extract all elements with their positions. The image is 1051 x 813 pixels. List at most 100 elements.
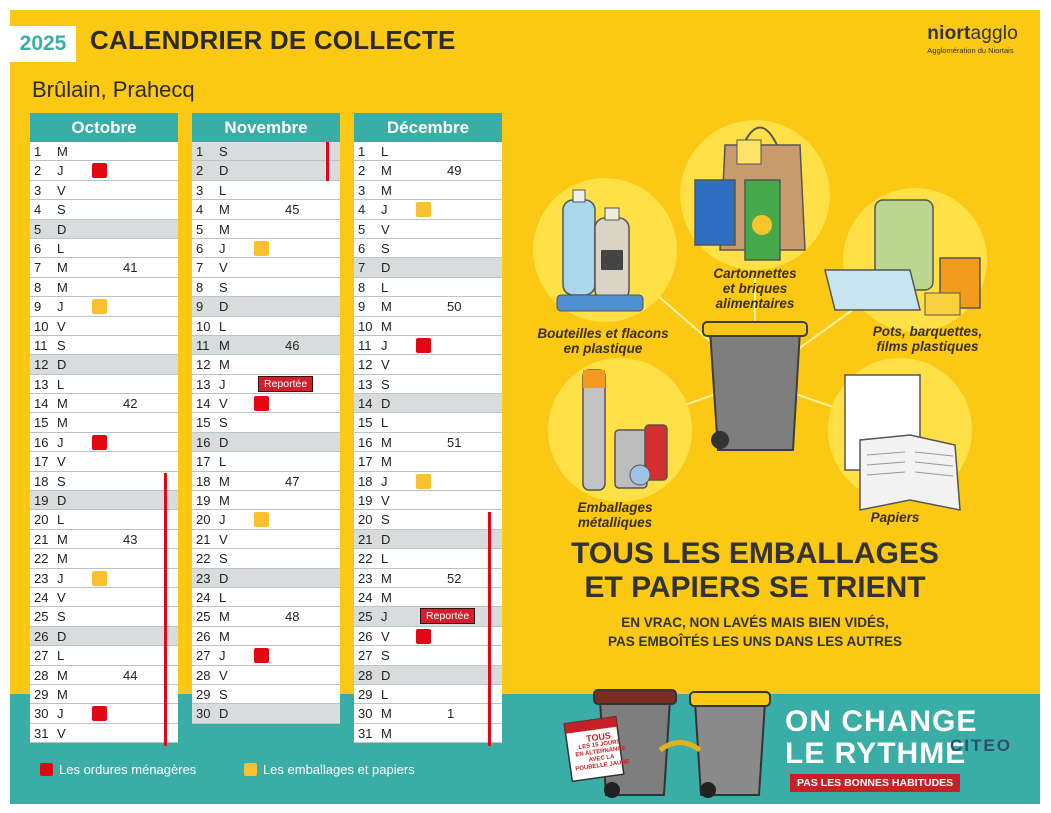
ordures-collection-icon <box>416 628 431 644</box>
day-letter: J <box>57 706 64 722</box>
caption-line: Bouteilles et flacons <box>537 326 669 341</box>
day-row: 30 J <box>30 704 178 724</box>
day-letter: M <box>57 667 68 683</box>
day-number: 5 <box>196 221 204 237</box>
day-number: 24 <box>358 589 373 605</box>
day-row: 12 M <box>192 355 340 375</box>
day-letter: V <box>57 318 66 334</box>
day-letter: V <box>381 357 390 373</box>
day-letter: V <box>219 260 228 276</box>
day-letter: J <box>57 434 64 450</box>
day-letter: L <box>381 279 389 295</box>
day-row: 16 D <box>192 432 340 453</box>
day-letter: V <box>57 725 66 741</box>
day-letter: D <box>381 667 391 683</box>
day-letter: V <box>381 493 390 509</box>
day-letter: S <box>57 473 66 489</box>
day-number: 1 <box>358 144 366 159</box>
day-list: 1 L 2 M 49 3 M 4 J 5 V 6 S 7 D 8 L 9 M 50 10 M 11 J 12 V 13 S 14 D 15 L… <box>354 142 502 744</box>
legend-item-emballages: Les emballages et papiers <box>243 762 415 777</box>
logo-word-2: agglo <box>970 23 1018 44</box>
day-number: 29 <box>358 686 373 702</box>
day-letter: M <box>381 182 392 198</box>
day-number: 29 <box>196 686 211 702</box>
day-letter: M <box>219 493 230 509</box>
day-number: 7 <box>34 260 42 276</box>
legend-label: Les emballages et papiers <box>262 762 415 777</box>
day-row: 7 M 41 <box>30 258 178 278</box>
day-number: 8 <box>196 279 204 295</box>
day-number: 5 <box>358 221 366 237</box>
day-row: 31 V <box>30 724 178 744</box>
day-number: 20 <box>358 512 373 528</box>
day-row: 15 S <box>192 413 340 433</box>
day-letter: M <box>381 589 392 605</box>
day-letter: J <box>57 163 64 179</box>
day-number: 12 <box>196 357 211 373</box>
day-letter: L <box>57 376 65 392</box>
week-number: 52 <box>447 570 462 586</box>
collection-note: COLLECTE TOUS LES 15 JOURS EN ALTERNANCE… <box>567 721 633 774</box>
ordures-collection-icon <box>254 648 269 664</box>
day-number: 19 <box>34 493 49 509</box>
day-number: 20 <box>34 512 49 528</box>
place-name: Brûlain, Prahecq <box>32 77 195 102</box>
day-row: 28 D <box>354 665 502 685</box>
legend: Les ordures ménagères Les emballages et … <box>40 762 459 777</box>
day-letter: S <box>381 376 390 392</box>
day-row: 15 L <box>354 413 502 433</box>
week-number: 51 <box>447 434 462 450</box>
day-row: 24 M <box>354 588 502 608</box>
ordures-collection-icon <box>254 396 269 412</box>
day-row: 11 M 46 <box>192 335 340 356</box>
emballages-collection-icon <box>92 299 107 315</box>
postponed-badge: Reportée <box>258 375 314 392</box>
logo-word-1: niort <box>927 23 971 44</box>
day-row: 17 L <box>192 452 340 472</box>
day-number: 15 <box>196 415 211 431</box>
day-number: 30 <box>34 706 49 722</box>
day-row: 9 M 50 <box>354 297 502 317</box>
day-letter: M <box>381 454 392 470</box>
day-number: 3 <box>196 182 204 198</box>
niortagglo-logo: niortagglo Agglomération du Niortais <box>927 23 1018 55</box>
day-row: 26 D <box>30 626 178 647</box>
day-row: 26 M <box>192 627 340 647</box>
day-row: 17 M <box>354 452 502 472</box>
day-row: 18 M 47 <box>192 472 340 492</box>
week-number: 50 <box>447 299 462 315</box>
day-row: 27 S <box>354 646 502 666</box>
day-letter: S <box>381 512 390 528</box>
day-row: 21 M 43 <box>30 530 178 550</box>
day-row: 13 J Reportée <box>192 375 340 395</box>
day-number: 31 <box>358 725 373 741</box>
day-row: 22 M <box>30 549 178 569</box>
day-number: 14 <box>358 396 373 412</box>
day-number: 23 <box>196 570 211 586</box>
day-number: 8 <box>358 279 366 295</box>
day-number: 30 <box>358 706 373 722</box>
day-number: 1 <box>196 144 204 159</box>
day-letter: D <box>219 163 229 179</box>
day-number: 15 <box>358 415 373 431</box>
day-number: 4 <box>34 202 42 218</box>
day-letter: M <box>381 706 392 722</box>
day-letter: J <box>219 512 226 528</box>
subline-line: PAS EMBOÎTÉS LES UNS DANS LES AUTRES <box>607 634 903 649</box>
day-number: 13 <box>34 376 49 392</box>
day-row: 19 M <box>192 491 340 511</box>
holiday-marker <box>164 473 167 746</box>
day-number: 22 <box>196 551 211 567</box>
day-letter: M <box>219 473 230 489</box>
day-number: 9 <box>34 299 42 315</box>
